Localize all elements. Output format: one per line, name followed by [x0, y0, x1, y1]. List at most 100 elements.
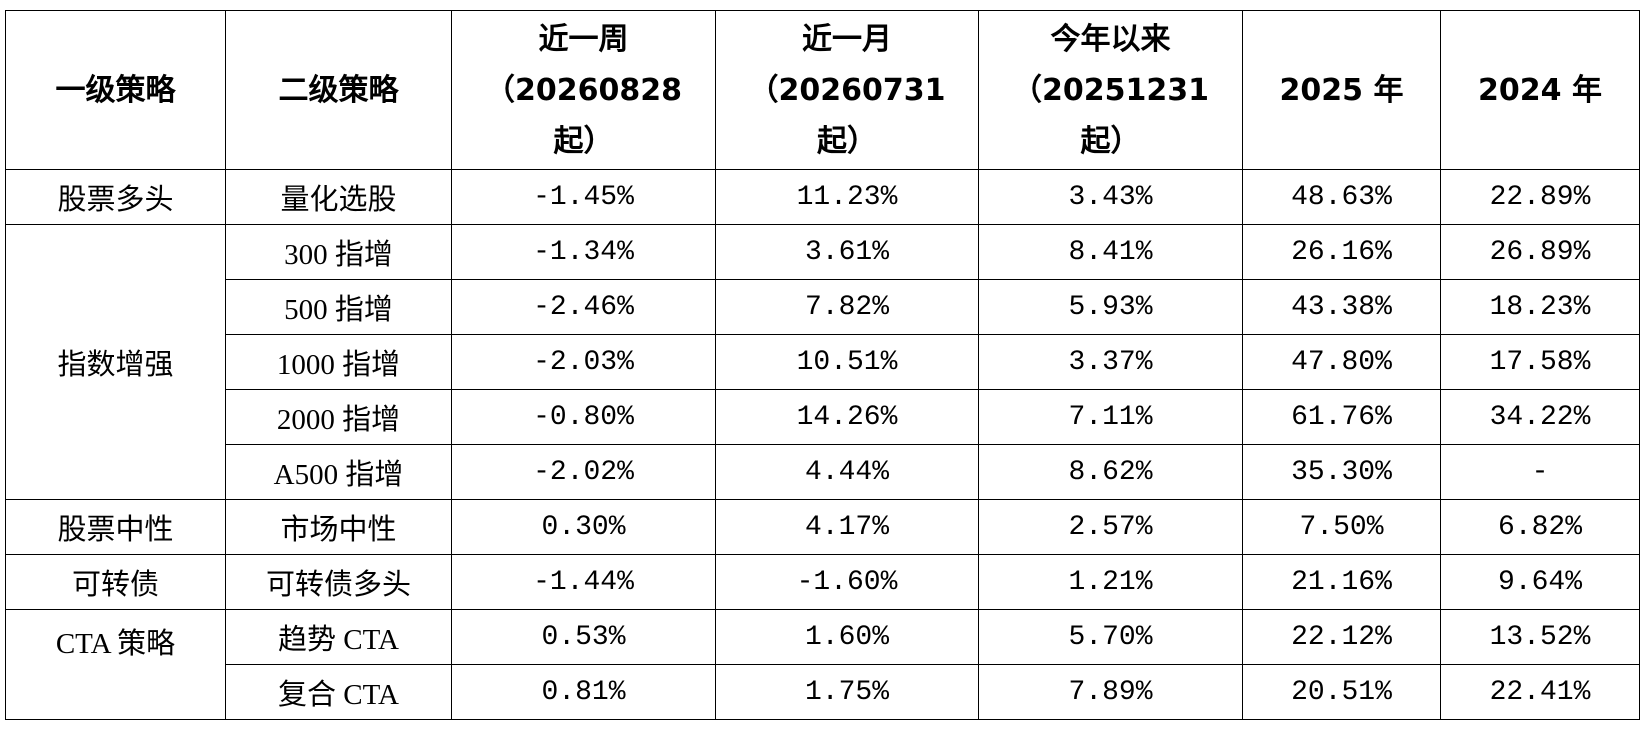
value-cell: 35.30%	[1242, 444, 1441, 500]
sub-strategy-cell: 1000 指增	[225, 334, 452, 390]
value-cell: 7.50%	[1242, 499, 1441, 555]
data-row: 股票多头 量化选股 -1.45% 11.23% 3.43% 48.63% 22.89%	[5, 169, 1640, 225]
header-text: 今年以来	[1050, 21, 1171, 57]
header-text: 近一周	[538, 21, 629, 57]
group-cell: CTA 策略	[5, 609, 226, 720]
value-cell: 8.62%	[978, 444, 1243, 500]
group-cell: 可转债	[5, 554, 226, 610]
sub-strategy-cell: 市场中性	[225, 499, 452, 555]
value-cell: -1.34%	[451, 224, 716, 280]
data-row: 复合 CTA 0.81% 1.75% 7.89% 20.51% 22.41%	[6, 664, 1640, 720]
value-cell: 34.22%	[1440, 389, 1640, 445]
value-cell: 17.58%	[1440, 334, 1640, 390]
value-cell: 47.80%	[1242, 334, 1441, 390]
value-cell: 7.11%	[978, 389, 1243, 445]
header-cell: 近一月 （20260731 起）	[715, 10, 979, 170]
group-cell: 股票多头	[5, 169, 226, 225]
value-cell: 9.64%	[1440, 554, 1640, 610]
value-cell: -2.46%	[451, 279, 716, 335]
value-cell: 20.51%	[1242, 664, 1441, 720]
header-text: （20251231	[1012, 72, 1209, 108]
header-text: 起）	[1080, 123, 1141, 159]
value-cell: 4.17%	[715, 499, 979, 555]
value-cell: 48.63%	[1242, 169, 1441, 225]
value-cell: 13.52%	[1440, 609, 1640, 665]
value-cell: -	[1440, 444, 1640, 500]
data-row: 股票中性 市场中性 0.30% 4.17% 2.57% 7.50% 6.82%	[5, 499, 1640, 555]
sub-strategy-cell: 可转债多头	[225, 554, 452, 610]
value-cell: 11.23%	[715, 169, 979, 225]
header-text: 2024 年	[1478, 72, 1602, 108]
data-row: 500 指增 -2.46% 7.82% 5.93% 43.38% 18.23%	[6, 279, 1640, 335]
value-cell: 3.61%	[715, 224, 979, 280]
sub-strategy-cell: 500 指增	[225, 279, 452, 335]
header-text: 近一月	[802, 21, 892, 57]
data-row: 指数增强 300 指增 -1.34% 3.61% 8.41% 26.16% 26.89%	[5, 224, 1640, 500]
header-text: 二级策略	[278, 72, 399, 108]
value-cell: 26.89%	[1440, 224, 1640, 280]
value-cell: 14.26%	[715, 389, 979, 445]
strategy-table: 一级策略 二级策略 近一周 （20260828 起） 近一月 （20260731 起） 今年以来…	[5, 10, 1640, 720]
value-cell: 1.75%	[715, 664, 979, 720]
header-text: （20260828	[485, 72, 682, 108]
data-row: 1000 指增 -2.03% 10.51% 3.37% 47.80% 17.58%	[6, 334, 1640, 390]
value-cell: 3.37%	[978, 334, 1243, 390]
sub-strategy-cell: 2000 指增	[225, 389, 452, 445]
header-text: 起）	[553, 123, 614, 159]
value-cell: 0.53%	[451, 609, 716, 665]
value-cell: -1.45%	[451, 169, 716, 225]
value-cell: 3.43%	[978, 169, 1243, 225]
value-cell: 10.51%	[715, 334, 979, 390]
value-cell: 1.21%	[978, 554, 1243, 610]
value-cell: 1.60%	[715, 609, 979, 665]
value-cell: 21.16%	[1242, 554, 1441, 610]
value-cell: 22.12%	[1242, 609, 1441, 665]
value-cell: 7.82%	[715, 279, 979, 335]
value-cell: 26.16%	[1242, 224, 1441, 280]
value-cell: 6.82%	[1440, 499, 1640, 555]
data-row: 可转债 可转债多头 -1.44% -1.60% 1.21% 21.16% 9.64%	[5, 554, 1640, 610]
value-cell: 2.57%	[978, 499, 1243, 555]
data-row: A500 指增 -2.02% 4.44% 8.62% 35.30% -	[6, 444, 1640, 500]
value-cell: 22.41%	[1440, 664, 1640, 720]
header-cell: 二级策略	[225, 10, 452, 170]
value-cell: -0.80%	[451, 389, 716, 445]
header-cell: 一级策略	[5, 10, 226, 170]
value-cell: 7.89%	[978, 664, 1243, 720]
header-cell: 2025 年	[1242, 10, 1441, 170]
group-cell: 指数增强	[5, 224, 226, 500]
header-cell: 今年以来 （20251231 起）	[978, 10, 1243, 170]
sub-strategy-cell: 复合 CTA	[225, 664, 452, 720]
value-cell: 61.76%	[1242, 389, 1441, 445]
value-cell: -1.60%	[715, 554, 979, 610]
header-cell: 近一周 （20260828 起）	[451, 10, 716, 170]
sub-strategy-cell: 趋势 CTA	[225, 609, 452, 665]
table-container: 一级策略 二级策略 近一周 （20260828 起） 近一月 （20260731 起） 今年以来…	[5, 10, 1640, 720]
header-cell: 2024 年	[1440, 10, 1640, 170]
value-cell: 22.89%	[1440, 169, 1640, 225]
header-row: 一级策略 二级策略 近一周 （20260828 起） 近一月 （20260731 起） 今年以来…	[5, 10, 1640, 170]
value-cell: 0.30%	[451, 499, 716, 555]
header-text: 起）	[817, 123, 877, 159]
value-cell: 0.81%	[451, 664, 716, 720]
value-cell: -2.03%	[451, 334, 716, 390]
sub-strategy-cell: 量化选股	[225, 169, 452, 225]
table-body: 股票多头 量化选股 -1.45% 11.23% 3.43% 48.63% 22.89% 指数增…	[5, 169, 1640, 720]
value-cell: 18.23%	[1440, 279, 1640, 335]
value-cell: 5.70%	[978, 609, 1243, 665]
value-cell: -2.02%	[451, 444, 716, 500]
sub-strategy-cell: A500 指增	[225, 444, 452, 500]
value-cell: 4.44%	[715, 444, 979, 500]
value-cell: 8.41%	[978, 224, 1243, 280]
header-text: 2025 年	[1279, 72, 1404, 108]
sub-strategy-cell: 300 指增	[225, 224, 452, 280]
value-cell: 5.93%	[978, 279, 1243, 335]
value-cell: -1.44%	[451, 554, 716, 610]
value-cell: 43.38%	[1242, 279, 1441, 335]
data-row: 2000 指增 -0.80% 14.26% 7.11% 61.76% 34.22%	[6, 389, 1640, 445]
header-text: （20260731	[748, 72, 946, 108]
group-cell: 股票中性	[5, 499, 226, 555]
header-text: 一级策略	[55, 72, 176, 108]
data-row: CTA 策略 趋势 CTA 0.53% 1.60% 5.70% 22.12% 13.52%	[5, 609, 1640, 720]
